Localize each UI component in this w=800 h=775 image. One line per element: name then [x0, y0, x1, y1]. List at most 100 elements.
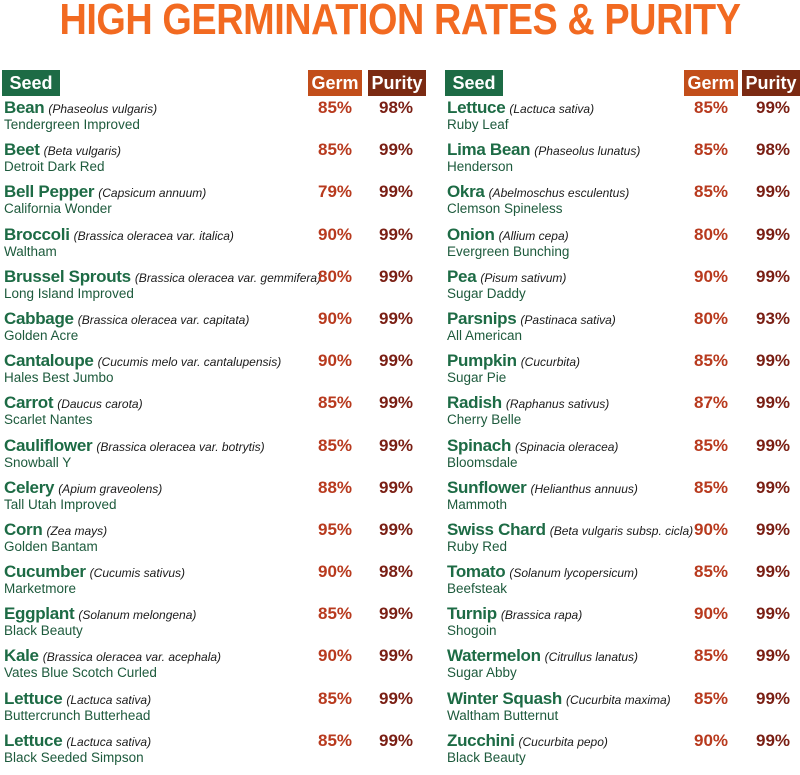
germination-rate: 79%	[318, 182, 353, 202]
table-row: Cucumber (Cucumis sativus) Marketmore 90% 98…	[2, 562, 426, 604]
seed-name: Bean	[4, 98, 45, 117]
seed-name-line: Lettuce (Lactuca sativa)	[447, 98, 594, 118]
seed-name: Cabbage	[4, 308, 74, 328]
table-row: Broccoli (Brassica oleracea var. italica)…	[2, 225, 426, 267]
germination-rate: 90%	[694, 266, 729, 286]
table-row: Tomato (Solanum lycopersicum) Beefsteak 85%…	[445, 562, 800, 604]
seed-name-line: Onion (Allium cepa)	[447, 225, 569, 245]
scientific-name: (Phaseolus lunatus)	[534, 144, 641, 159]
purity-rate: 99%	[379, 308, 414, 328]
variety: Marketmore	[4, 581, 77, 597]
seed-name: Broccoli	[4, 224, 70, 244]
purity-rate: 99%	[379, 730, 414, 750]
seed-name: Kale	[4, 646, 39, 666]
table-row: Turnip (Brassica rapa) Shogoin 90% 99%	[445, 604, 800, 646]
seed-name-line: Radish (Raphanus sativus)	[447, 393, 609, 413]
seed-table-left: Seed Germ Purity Bean (Phaseolus vulgaris…	[2, 68, 426, 773]
table-row: Lima Bean (Phaseolus lunatus) Henderson 85%…	[445, 140, 800, 182]
variety: Mammoth	[447, 496, 508, 512]
seed-name-line: Watermelon (Citrullus lanatus)	[447, 646, 638, 666]
table-row: Pumpkin (Cucurbita) Sugar Pie 85% 99%	[445, 351, 800, 393]
variety: California Wonder	[4, 201, 112, 217]
variety: Evergreen Bunching	[447, 243, 570, 259]
variety: Golden Acre	[4, 327, 79, 343]
germination-rate: 88%	[318, 477, 353, 497]
purity-rate: 99%	[379, 224, 414, 244]
seed-name-line: Celery (Apium graveolens)	[4, 478, 162, 498]
germination-rate: 85%	[694, 646, 729, 666]
variety: Black Beauty	[447, 749, 526, 765]
purity-rate: 99%	[756, 351, 791, 371]
seed-name-line: Pea (Pisum sativum)	[447, 267, 566, 287]
table-row: Brussel Sprouts (Brassica oleracea var. g…	[2, 267, 426, 309]
scientific-name: (Solanum lycopersicum)	[509, 566, 639, 581]
table-header: Seed Germ Purity	[2, 68, 426, 98]
seed-name-line: Corn (Zea mays)	[4, 520, 107, 540]
germination-rate: 90%	[694, 604, 729, 624]
purity-rate: 99%	[379, 435, 414, 455]
seed-name: Spinach	[447, 435, 512, 455]
variety: Tall Utah Improved	[4, 496, 117, 512]
scientific-name: (Apium graveolens)	[58, 481, 163, 496]
scientific-name: (Pisum sativum)	[480, 270, 567, 285]
seed-name: Parsnips	[447, 308, 517, 328]
germination-rate: 90%	[318, 646, 353, 666]
germination-rate: 85%	[694, 562, 729, 582]
seed-name: Lettuce	[447, 98, 506, 117]
table-row: Lettuce (Lactuca sativa) Buttercrunch Butt…	[2, 689, 426, 731]
seed-name-line: Parsnips (Pastinaca sativa)	[447, 309, 616, 329]
seed-name: Watermelon	[447, 646, 541, 666]
seed-name: Brussel Sprouts	[4, 266, 131, 286]
germination-rate: 85%	[318, 688, 353, 708]
table-row: Spinach (Spinacia oleracea) Bloomsdale 85% 9…	[445, 436, 800, 478]
seed-name: Turnip	[447, 604, 497, 624]
seed-name-line: Brussel Sprouts (Brassica oleracea var. g…	[4, 267, 321, 287]
variety: Golden Bantam	[4, 538, 98, 554]
germination-rate: 80%	[694, 308, 729, 328]
germination-rate: 90%	[318, 224, 353, 244]
header-purity: Purity	[368, 70, 426, 96]
scientific-name: (Allium cepa)	[498, 228, 569, 243]
seed-name-line: Zucchini (Cucurbita pepo)	[447, 731, 608, 751]
seed-name-line: Turnip (Brassica rapa)	[447, 604, 582, 624]
germination-rate: 90%	[694, 730, 729, 750]
variety: Clemson Spineless	[447, 201, 563, 217]
germination-rate: 85%	[318, 435, 353, 455]
variety: Vates Blue Scotch Curled	[4, 665, 157, 681]
variety: Henderson	[447, 159, 514, 175]
seed-name: Tomato	[447, 562, 506, 582]
purity-rate: 99%	[756, 730, 791, 750]
scientific-name: (Capsicum annuum)	[98, 186, 207, 201]
variety: Sugar Abby	[447, 665, 517, 681]
header-seed: Seed	[2, 70, 60, 96]
seed-name-line: Cabbage (Brassica oleracea var. capitata)	[4, 309, 249, 329]
seed-name: Bell Pepper	[4, 182, 95, 202]
variety: Bloomsdale	[447, 454, 518, 470]
table-row: Kale (Brassica oleracea var. acephala) Vat…	[2, 646, 426, 688]
variety: Black Beauty	[4, 623, 83, 639]
scientific-name: (Brassica oleracea var. gemmifera)	[134, 270, 322, 285]
germination-rate: 85%	[694, 435, 729, 455]
scientific-name: (Beta vulgaris subsp. cicla)	[549, 523, 694, 538]
seed-name-line: Lettuce (Lactuca sativa)	[4, 689, 151, 709]
germination-rate: 90%	[694, 519, 729, 539]
purity-rate: 99%	[756, 98, 791, 117]
purity-rate: 99%	[756, 266, 791, 286]
germination-rate: 85%	[318, 730, 353, 750]
purity-rate: 99%	[379, 393, 414, 413]
purity-rate: 99%	[756, 477, 791, 497]
variety: Black Seeded Simpson	[4, 749, 144, 765]
seed-name-line: Cucumber (Cucumis sativus)	[4, 562, 185, 582]
seed-name: Cauliflower	[4, 435, 93, 455]
purity-rate: 99%	[379, 646, 414, 666]
purity-rate: 99%	[756, 562, 791, 582]
table-row: Okra (Abelmoschus esculentus) Clemson Spin…	[445, 182, 800, 224]
purity-rate: 99%	[756, 604, 791, 624]
scientific-name: (Spinacia oleracea)	[515, 439, 619, 454]
purity-rate: 93%	[756, 308, 791, 328]
table-row: Watermelon (Citrullus lanatus) Sugar Abby 8…	[445, 646, 800, 688]
variety: Waltham	[4, 243, 57, 259]
germination-rate: 90%	[318, 562, 353, 582]
header-seed: Seed	[445, 70, 503, 96]
purity-rate: 99%	[379, 266, 414, 286]
